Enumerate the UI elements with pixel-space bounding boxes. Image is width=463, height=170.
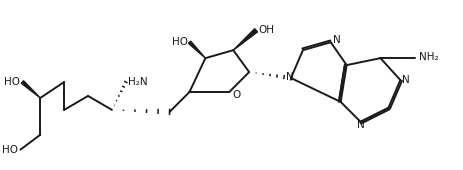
Text: N: N [332,35,340,45]
Text: O: O [232,90,240,100]
Text: HO: HO [2,145,19,155]
Text: HO: HO [5,77,20,87]
Text: N: N [401,75,409,85]
Text: H₂N: H₂N [128,77,147,87]
Polygon shape [233,29,257,50]
Polygon shape [188,41,205,58]
Text: N: N [356,120,363,130]
Text: HO: HO [171,37,187,47]
Text: NH₂: NH₂ [419,52,438,62]
Text: N: N [286,72,293,82]
Text: OH: OH [257,25,274,35]
Polygon shape [21,81,40,98]
